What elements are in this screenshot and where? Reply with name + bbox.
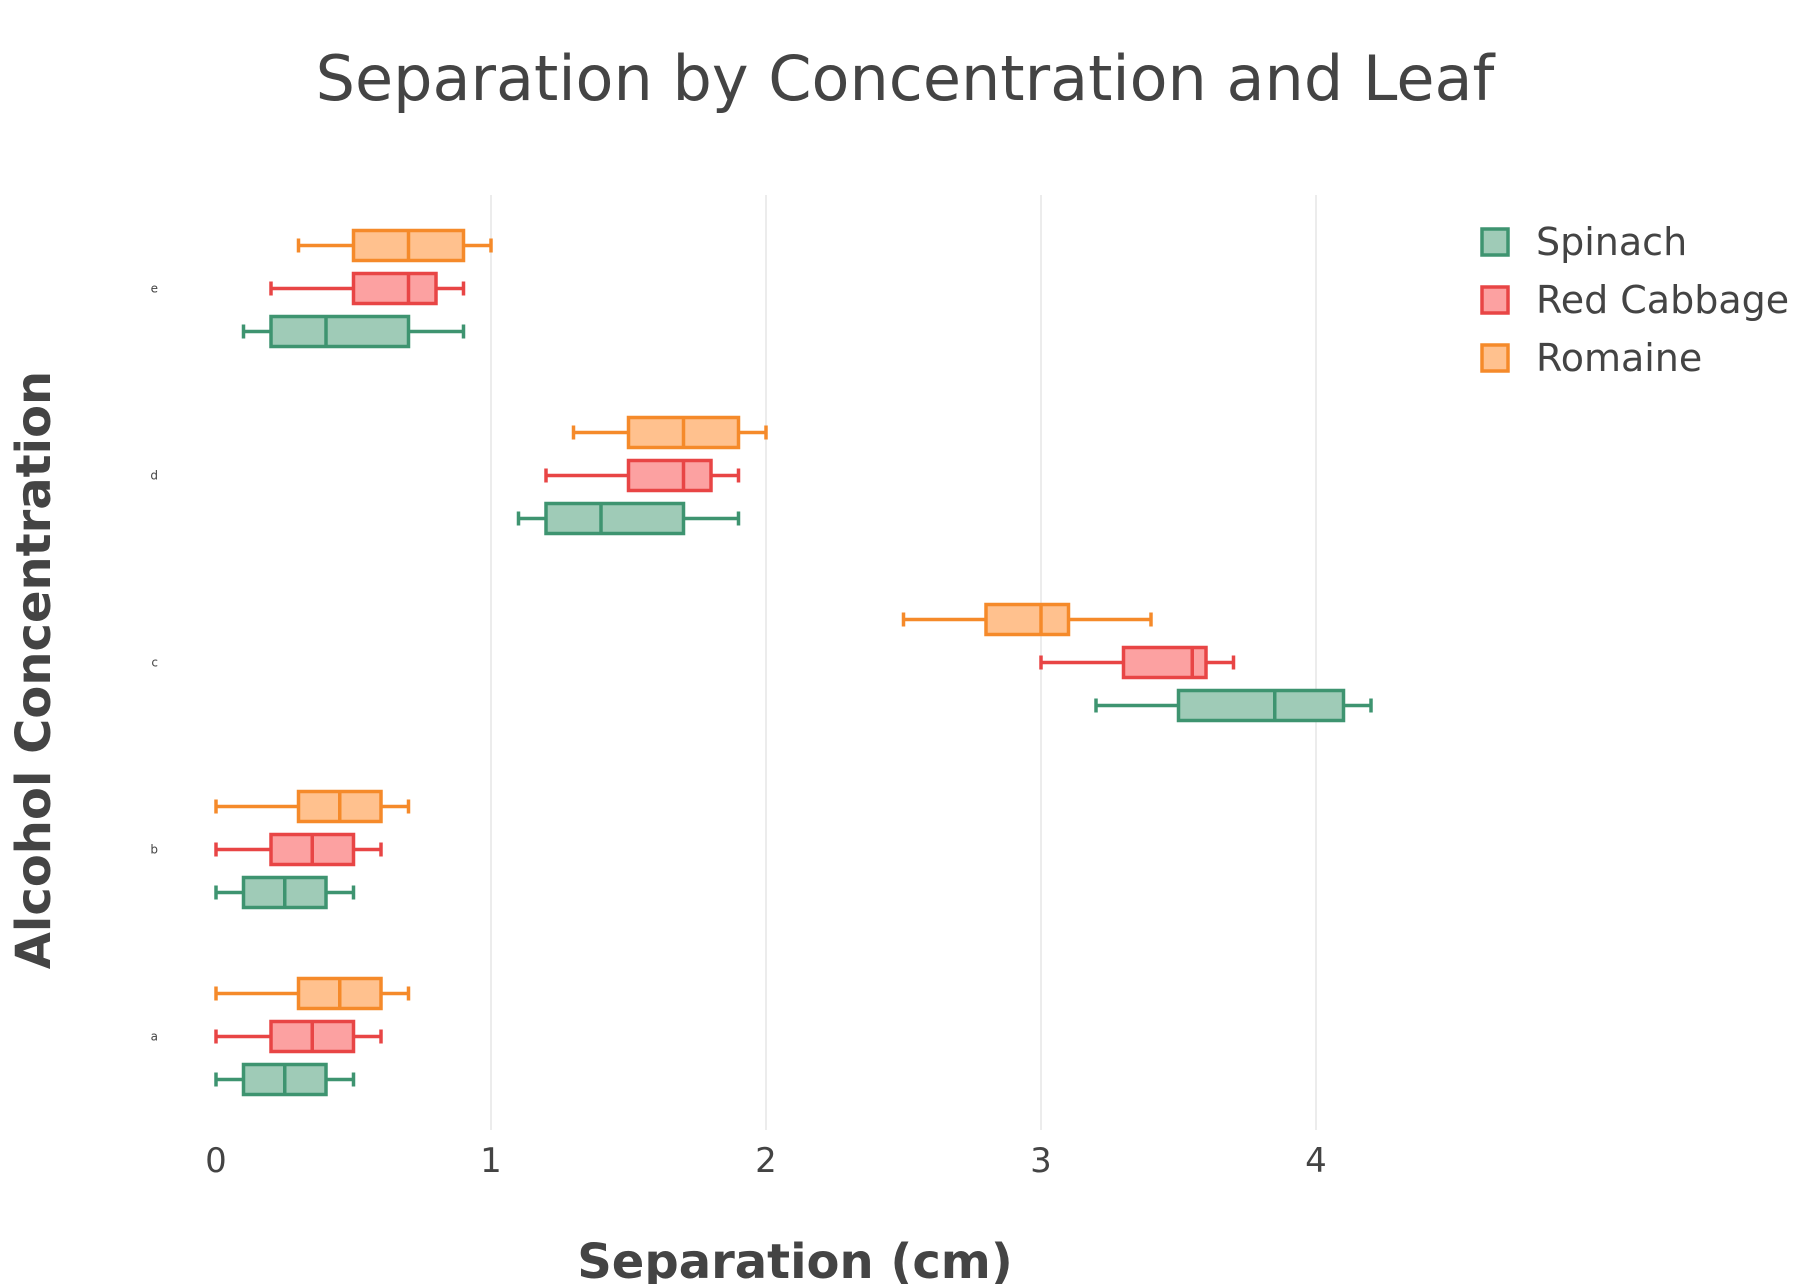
- box-b[interactable]: [214, 789, 411, 824]
- box-series: [214, 228, 1373, 1097]
- x-axis-label: Separation (cm): [577, 1234, 1013, 1284]
- legend-item-red-cabbage[interactable]: Red Cabbage: [1480, 278, 1789, 322]
- legend-swatch: [1480, 227, 1510, 257]
- legend-swatch: [1480, 285, 1510, 315]
- y-tick-label: d: [150, 469, 158, 483]
- box-c[interactable]: [1094, 688, 1373, 723]
- y-tick-label: a: [151, 1030, 158, 1044]
- legend-item-romaine[interactable]: Romaine: [1480, 336, 1702, 380]
- legend-label: Red Cabbage: [1536, 278, 1789, 322]
- box-d[interactable]: [571, 415, 768, 450]
- box-iqr: [544, 501, 686, 536]
- x-tick-label: 2: [755, 1141, 777, 1181]
- box-iqr: [1176, 688, 1346, 723]
- y-tick-label: c: [151, 656, 158, 670]
- x-axis-ticks: 0 1 2 3 4: [205, 1141, 1327, 1181]
- box-iqr: [984, 602, 1071, 637]
- x-tick-label: 4: [1305, 1141, 1327, 1181]
- legend-label: Romaine: [1536, 336, 1702, 380]
- legend-swatch: [1480, 343, 1510, 373]
- box-iqr: [269, 314, 411, 349]
- box-e[interactable]: [241, 314, 466, 349]
- legend-item-spinach[interactable]: Spinach: [1480, 220, 1687, 264]
- box-d[interactable]: [544, 458, 741, 493]
- legend-label: Spinach: [1536, 220, 1687, 264]
- box-iqr: [626, 458, 713, 493]
- y-axis-ticks: a b c d e: [150, 282, 158, 1044]
- legend[interactable]: Spinach Red Cabbage Romaine: [1480, 220, 1789, 380]
- chart-title: Separation by Concentration and Leaf: [316, 42, 1497, 115]
- box-d[interactable]: [516, 501, 741, 536]
- box-c[interactable]: [901, 602, 1153, 637]
- box-a[interactable]: [214, 1019, 383, 1054]
- x-tick-label: 1: [480, 1141, 502, 1181]
- x-tick-label: 3: [1030, 1141, 1052, 1181]
- box-e[interactable]: [296, 228, 493, 263]
- box-c[interactable]: [1039, 645, 1236, 680]
- box-a[interactable]: [214, 976, 411, 1011]
- y-tick-label: b: [150, 843, 158, 857]
- y-tick-label: e: [151, 282, 158, 296]
- series-red-cabbage: [214, 271, 1236, 1054]
- box-b[interactable]: [214, 832, 383, 867]
- box-a[interactable]: [214, 1062, 356, 1097]
- box-e[interactable]: [269, 271, 466, 306]
- series-romaine: [214, 228, 1153, 1011]
- y-axis-label: Alcohol Concentration: [6, 371, 62, 969]
- box-iqr: [351, 271, 438, 306]
- series-spinach: [214, 314, 1373, 1097]
- box-b[interactable]: [214, 875, 356, 910]
- x-tick-label: 0: [205, 1141, 227, 1181]
